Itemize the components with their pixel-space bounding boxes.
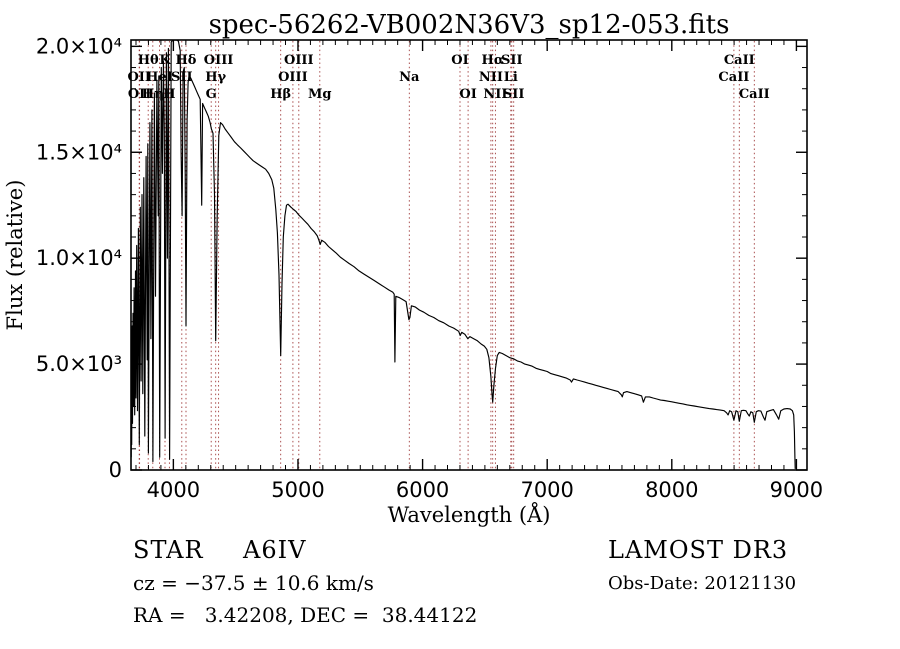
- spectral-line-label: NII: [479, 70, 503, 85]
- spectral-line-label: H: [163, 87, 175, 102]
- x-tick-label: 7000: [520, 478, 573, 502]
- object-subclass-label: A6IV: [242, 536, 306, 564]
- obs-date-label: Obs-Date: 20121130: [608, 573, 796, 594]
- spectrum-curve: [131, 40, 796, 469]
- spectral-line-label: HeI: [146, 70, 173, 85]
- spectral-line-label: Hη: [142, 87, 164, 102]
- spectral-lines-group: [138, 41, 755, 469]
- spectral-line-label: Na: [399, 70, 420, 85]
- spectral-line-label: SII: [171, 70, 193, 85]
- x-tick-label: 5000: [271, 478, 324, 502]
- spectral-line-label: Hα: [482, 53, 504, 68]
- x-axis-label: Wavelength (Å): [388, 502, 551, 527]
- y-tick-label: 2.0×10⁴: [36, 34, 122, 58]
- spectral-line-label: Hδ: [176, 53, 197, 68]
- spectral-line-label: OI: [451, 53, 468, 68]
- spectral-line-label: Hβ: [270, 87, 291, 102]
- spectral-line-labels-group: OIIOIIHθHηHeIKHSIIHδGHγOIIIHβOIIIOIIIMgN…: [127, 53, 769, 102]
- spectral-line-label: CaII: [739, 87, 770, 102]
- spectral-line-label: Hγ: [205, 70, 226, 85]
- x-tick-label: 6000: [396, 478, 449, 502]
- survey-release-label: LAMOST DR3: [608, 536, 788, 564]
- y-tick-label: 5.0×10³: [36, 352, 122, 376]
- spectral-line-label: Hθ: [138, 53, 159, 68]
- y-tick-label: 1.0×10⁴: [36, 246, 122, 270]
- plot-frame: [130, 39, 808, 471]
- object-class-label: STAR: [133, 536, 204, 564]
- plot-title: spec-56262-VB002N36V3_sp12-053.fits: [209, 10, 730, 40]
- spectral-line-label: NII: [483, 87, 507, 102]
- y-axis-label: Flux (relative): [3, 180, 27, 331]
- x-tick-label: 9000: [770, 478, 823, 502]
- spectral-line-label: K: [159, 53, 171, 68]
- spectral-line-label: CaII: [718, 70, 749, 85]
- cz-value-label: cz = −37.5 ± 10.6 km/s: [133, 571, 374, 595]
- spectral-line-label: Li: [504, 70, 518, 85]
- axis-ticks-group: 4000 5000 6000 7000 8000 9000 0 5.0×10³ 1.0×10⁴ 1…: [36, 34, 823, 502]
- spectrum-curve-group: [131, 40, 796, 469]
- y-tick-label: 1.5×10⁴: [36, 140, 122, 164]
- ra-dec-label: RA = 3.42208, DEC = 38.44122: [133, 603, 477, 627]
- spectral-line-label: G: [206, 87, 217, 102]
- spectral-line-label: SII: [503, 87, 525, 102]
- x-tick-label: 8000: [645, 478, 698, 502]
- spectral-line-label: Mg: [308, 87, 331, 102]
- x-tick-label: 4000: [147, 478, 200, 502]
- spectral-line-label: OIII: [278, 70, 308, 85]
- spectral-line-label: CaII: [724, 53, 755, 68]
- spectral-line-label: OIII: [204, 53, 234, 68]
- spectral-line-label: OI: [459, 87, 476, 102]
- spectral-line-label: SII: [501, 53, 523, 68]
- spectral-line-label: OIII: [284, 53, 314, 68]
- spectral-line-label: OII: [128, 87, 152, 102]
- spectral-line-label: OII: [127, 70, 151, 85]
- y-tick-label: 0: [109, 458, 122, 482]
